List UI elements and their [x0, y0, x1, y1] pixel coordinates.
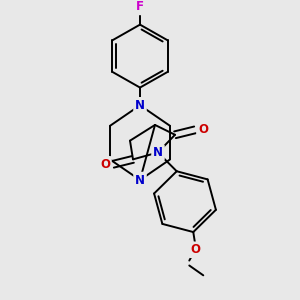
Text: O: O [198, 123, 208, 136]
Text: N: N [135, 173, 145, 187]
Text: O: O [100, 158, 110, 171]
Text: N: N [153, 146, 163, 159]
Text: F: F [136, 0, 144, 14]
Text: O: O [190, 243, 200, 256]
Text: N: N [135, 99, 145, 112]
